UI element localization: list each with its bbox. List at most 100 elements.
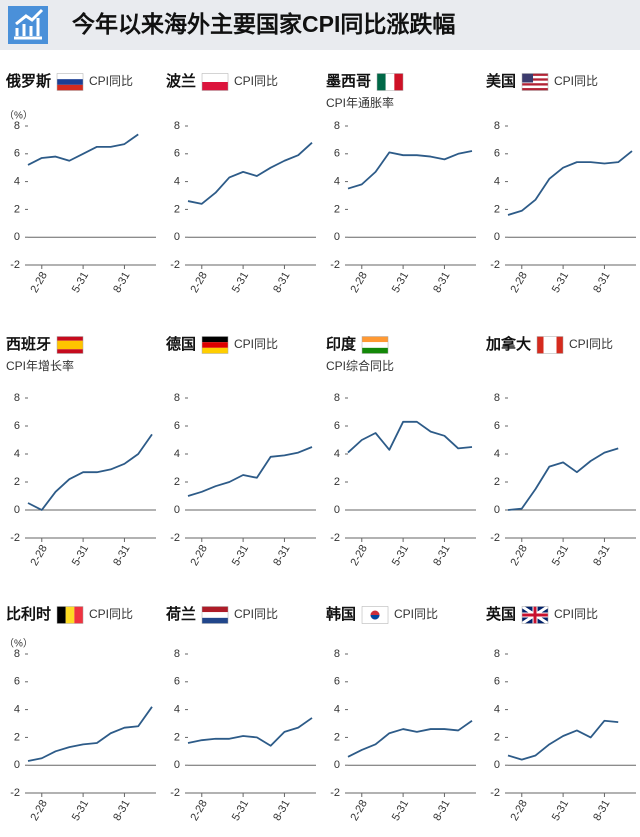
chart-subtitle: CPI同比 bbox=[89, 74, 133, 88]
flag-border bbox=[201, 606, 229, 624]
x-tick-label: 8-31 bbox=[431, 270, 452, 295]
flag-part bbox=[522, 83, 549, 86]
flag-part bbox=[522, 85, 549, 89]
y-tick-label: -2 bbox=[10, 259, 20, 271]
x-tick-label: 2-28 bbox=[348, 543, 369, 568]
y-tick-label: -2 bbox=[330, 787, 340, 799]
y-tick-label: 0 bbox=[174, 759, 180, 771]
y-tick-label: 0 bbox=[494, 759, 500, 771]
flag-part bbox=[202, 612, 229, 618]
x-tick-label: 5-31 bbox=[70, 798, 91, 823]
y-tick-label: 2 bbox=[14, 731, 20, 743]
y-tick-label: 4 bbox=[494, 448, 500, 460]
flag-border bbox=[56, 73, 84, 91]
x-tick-label: 2-28 bbox=[28, 543, 49, 568]
flag-part bbox=[522, 606, 549, 624]
x-tick-label: 8-31 bbox=[271, 798, 292, 823]
y-tick-label: 4 bbox=[174, 176, 180, 188]
y-tick-label: 6 bbox=[174, 676, 180, 688]
x-tick-label: 5-31 bbox=[230, 543, 251, 568]
x-tick-label: 2-28 bbox=[28, 270, 49, 295]
y-unit: （%） bbox=[4, 638, 33, 650]
y-tick-label: 4 bbox=[14, 176, 20, 188]
y-tick-label: 4 bbox=[14, 448, 20, 460]
x-tick-label: 5-31 bbox=[390, 543, 411, 568]
flag-part bbox=[57, 340, 84, 345]
flag-part bbox=[362, 342, 389, 348]
flag-part bbox=[522, 73, 534, 83]
chart-title: 比利时 bbox=[6, 605, 51, 623]
flag-border bbox=[361, 606, 389, 624]
flag-border bbox=[536, 336, 564, 354]
chart-title: 美国 bbox=[486, 72, 516, 90]
y-tick-label: -2 bbox=[330, 532, 340, 544]
flag-border bbox=[201, 73, 229, 91]
y-tick-label: 2 bbox=[494, 203, 500, 215]
series-line bbox=[187, 446, 313, 497]
x-tick-label: 8-31 bbox=[591, 798, 612, 823]
chart-title: 荷兰 bbox=[166, 605, 196, 623]
y-tick-label: -2 bbox=[10, 787, 20, 799]
y-tick-label: 6 bbox=[14, 420, 20, 432]
y-tick-label: 4 bbox=[334, 704, 340, 716]
series-line bbox=[187, 717, 313, 747]
y-tick-label: 6 bbox=[174, 420, 180, 432]
y-tick-label: 6 bbox=[334, 676, 340, 688]
chart-title: 德国 bbox=[166, 335, 196, 353]
y-tick-label: 0 bbox=[14, 231, 20, 243]
y-tick-label: 4 bbox=[174, 448, 180, 460]
y-tick-label: 8 bbox=[494, 648, 500, 660]
flag-part bbox=[522, 88, 549, 91]
y-tick-label: 8 bbox=[334, 392, 340, 404]
flag-part bbox=[522, 75, 549, 79]
flag-border bbox=[521, 606, 549, 624]
y-tick-label: -2 bbox=[490, 787, 500, 799]
y-tick-label: 2 bbox=[334, 731, 340, 743]
y-tick-label: 4 bbox=[174, 704, 180, 716]
flag-part bbox=[556, 336, 564, 354]
y-tick-label: 8 bbox=[14, 392, 20, 404]
chart-title: 英国 bbox=[486, 605, 516, 623]
y-tick-label: 6 bbox=[494, 420, 500, 432]
flag-part bbox=[543, 336, 551, 354]
flag-border bbox=[521, 73, 549, 91]
y-tick-label: 8 bbox=[334, 648, 340, 660]
flag-part bbox=[550, 336, 557, 354]
series-line bbox=[347, 420, 473, 454]
chart-title: 俄罗斯 bbox=[5, 72, 51, 90]
y-tick-label: 2 bbox=[14, 476, 20, 488]
y-tick-label: 0 bbox=[334, 231, 340, 243]
y-tick-label: -2 bbox=[330, 259, 340, 271]
x-tick-label: 2-28 bbox=[28, 798, 49, 823]
flag-border bbox=[361, 336, 389, 354]
x-tick-label: 2-28 bbox=[508, 543, 529, 568]
flag-part bbox=[370, 615, 380, 620]
flag-part bbox=[65, 606, 75, 624]
series-line bbox=[27, 133, 139, 166]
y-tick-label: 8 bbox=[174, 648, 180, 660]
flag-part bbox=[57, 79, 84, 85]
y-tick-label: 4 bbox=[494, 176, 500, 188]
series-line bbox=[507, 150, 633, 216]
x-tick-label: 5-31 bbox=[230, 798, 251, 823]
x-tick-label: 2-28 bbox=[348, 270, 369, 295]
x-tick-label: 5-31 bbox=[550, 543, 571, 568]
y-tick-label: 8 bbox=[174, 120, 180, 132]
series-line bbox=[507, 447, 619, 511]
flag-part bbox=[57, 349, 84, 354]
y-tick-label: 4 bbox=[14, 704, 20, 716]
y-tick-label: 8 bbox=[14, 648, 20, 660]
flag-part bbox=[202, 347, 229, 354]
y-tick-label: 6 bbox=[494, 148, 500, 160]
chart-subtitle: CPI同比 bbox=[234, 607, 278, 621]
x-tick-label: 8-31 bbox=[591, 543, 612, 568]
chart-title: 韩国 bbox=[326, 605, 356, 623]
x-tick-label: 8-31 bbox=[271, 270, 292, 295]
y-tick-label: 2 bbox=[14, 203, 20, 215]
x-tick-label: 8-31 bbox=[111, 270, 132, 295]
series-line bbox=[27, 706, 153, 762]
y-tick-label: 0 bbox=[494, 231, 500, 243]
x-tick-label: 5-31 bbox=[230, 270, 251, 295]
chart-title: 西班牙 bbox=[6, 335, 51, 353]
